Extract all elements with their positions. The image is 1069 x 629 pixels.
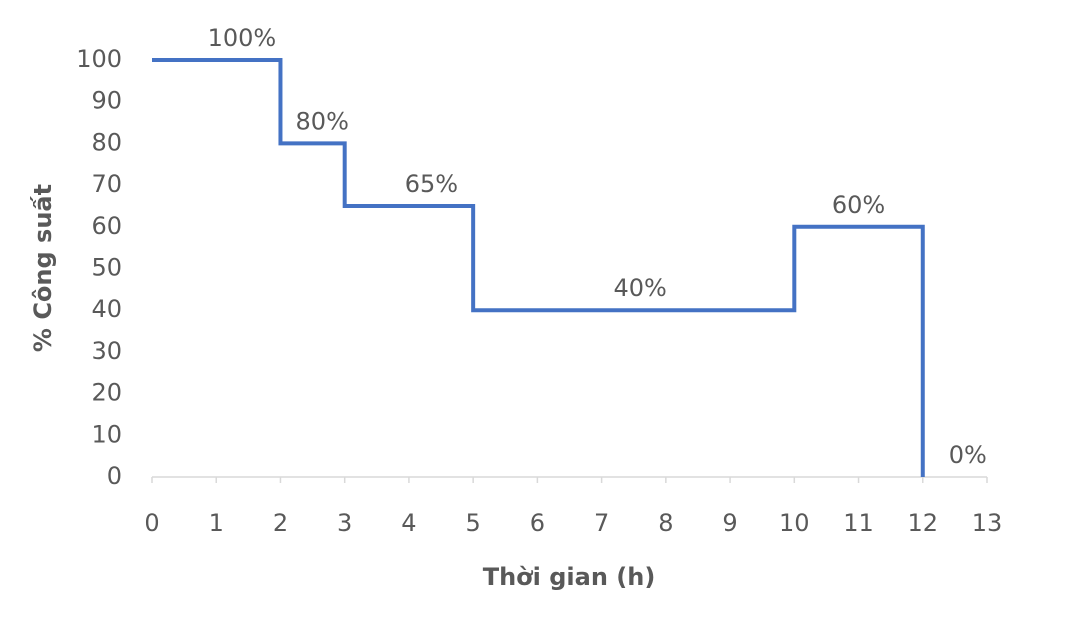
x-tick-label: 4	[401, 509, 416, 537]
y-tick-label: 60	[91, 212, 122, 240]
x-tick-label: 0	[144, 509, 159, 537]
y-tick-label: 80	[91, 128, 122, 156]
y-tick-label: 50	[91, 254, 122, 282]
line	[152, 58, 925, 477]
y-tick-label: 0	[107, 462, 122, 490]
annotation: 65%	[405, 170, 458, 198]
x-tick-label: 1	[209, 509, 224, 537]
y-tick-label: 30	[91, 337, 122, 365]
x-tick-label: 8	[658, 509, 673, 537]
y-tick-label: 10	[91, 420, 122, 448]
annotation: 40%	[613, 274, 666, 302]
y-tick-label: 20	[91, 379, 122, 407]
y-tick-label: 40	[91, 295, 122, 323]
annotation: 60%	[832, 191, 885, 219]
annotation: 80%	[296, 107, 349, 135]
y-tick-label: 70	[91, 170, 122, 198]
y-axis-title: % Công suất	[29, 184, 57, 352]
annotation: 100%	[208, 24, 277, 52]
y-tick-label: 90	[91, 87, 122, 115]
x-tick-label: 10	[779, 509, 810, 537]
x-tick-label: 13	[972, 509, 1003, 537]
x-tick-label: 3	[337, 509, 352, 537]
x-tick-label: 7	[594, 509, 609, 537]
x-tick-label: 2	[273, 509, 288, 537]
x-tick-label: 12	[907, 509, 938, 537]
x-tick-label: 6	[530, 509, 545, 537]
y-tick-label: 100	[76, 45, 122, 73]
x-tick-label: 5	[466, 509, 481, 537]
x-tick-label: 9	[722, 509, 737, 537]
x-tick-label: 11	[843, 509, 874, 537]
x-axis-title: Thời gian (h)	[483, 563, 656, 591]
annotation: 0%	[949, 441, 987, 469]
